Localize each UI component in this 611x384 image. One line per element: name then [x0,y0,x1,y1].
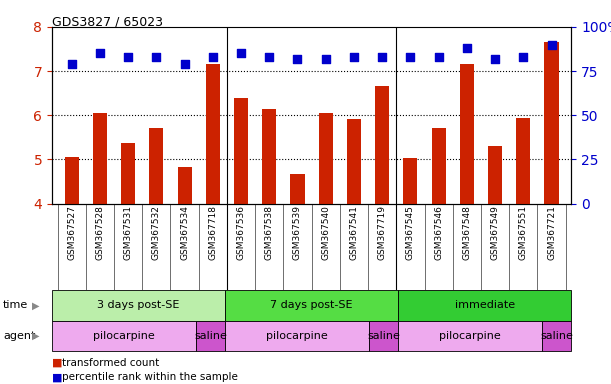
Point [95,50,105,56]
Text: saline: saline [540,331,573,341]
Point [67,61,76,67]
Point [123,54,133,60]
Text: ■: ■ [52,372,66,382]
Bar [121,142,135,204]
Text: GSM367721: GSM367721 [547,205,556,260]
Point [462,45,472,51]
Text: pilocarpine: pilocarpine [439,331,501,341]
Point [236,50,246,56]
Text: ▶: ▶ [32,300,39,310]
Bar [516,118,530,204]
Text: GSM367539: GSM367539 [293,205,302,260]
Bar [93,113,107,204]
Point [547,41,557,48]
Bar [206,65,220,204]
Bar [543,321,571,351]
Text: GSM367548: GSM367548 [463,205,471,260]
Point [434,54,444,60]
Text: 3 days post-SE: 3 days post-SE [97,300,180,310]
Bar [398,290,571,321]
Text: GSM367538: GSM367538 [265,205,274,260]
Text: GSM367534: GSM367534 [180,205,189,260]
Text: GSM367719: GSM367719 [378,205,387,260]
Text: transformed count: transformed count [62,358,159,368]
Bar [225,321,369,351]
Bar [290,174,304,204]
Bar [347,119,361,204]
Text: GSM367551: GSM367551 [519,205,528,260]
Bar [403,158,417,204]
Text: GSM367536: GSM367536 [236,205,246,260]
Point [293,56,302,62]
Bar [488,146,502,204]
Point [180,61,189,67]
Text: saline: saline [367,331,400,341]
Bar [52,321,196,351]
Point [208,54,218,60]
Text: GDS3827 / 65023: GDS3827 / 65023 [52,15,163,28]
Text: ■: ■ [52,358,66,368]
Bar [234,98,248,204]
Point [349,54,359,60]
Point [377,54,387,60]
Text: ▶: ▶ [32,331,39,341]
Text: GSM367527: GSM367527 [67,205,76,260]
Text: GSM367549: GSM367549 [491,205,500,260]
Text: GSM367546: GSM367546 [434,205,443,260]
Text: pilocarpine: pilocarpine [93,331,155,341]
Text: GSM367540: GSM367540 [321,205,330,260]
Text: 7 days post-SE: 7 days post-SE [270,300,353,310]
Text: pilocarpine: pilocarpine [266,331,328,341]
Bar [431,128,445,204]
Text: agent: agent [3,331,35,341]
Bar [149,128,163,204]
Point [321,56,331,62]
Bar [178,167,192,204]
Text: saline: saline [194,331,227,341]
Text: GSM367545: GSM367545 [406,205,415,260]
Text: GSM367532: GSM367532 [152,205,161,260]
Text: percentile rank within the sample: percentile rank within the sample [62,372,238,382]
Bar [262,109,276,204]
Point [406,54,415,60]
Bar [375,86,389,204]
Bar [369,321,398,351]
Text: time: time [3,300,28,310]
Bar [460,65,474,204]
Text: GSM367528: GSM367528 [95,205,104,260]
Bar [52,290,225,321]
Text: immediate: immediate [455,300,515,310]
Text: GSM367718: GSM367718 [208,205,218,260]
Text: GSM367531: GSM367531 [123,205,133,260]
Point [265,54,274,60]
Text: GSM367541: GSM367541 [349,205,359,260]
Bar [65,157,79,204]
Bar [398,321,543,351]
Bar [319,113,333,204]
Point [152,54,161,60]
Bar [225,290,398,321]
Point [518,54,528,60]
Bar [196,321,225,351]
Point [490,56,500,62]
Bar [544,42,558,204]
